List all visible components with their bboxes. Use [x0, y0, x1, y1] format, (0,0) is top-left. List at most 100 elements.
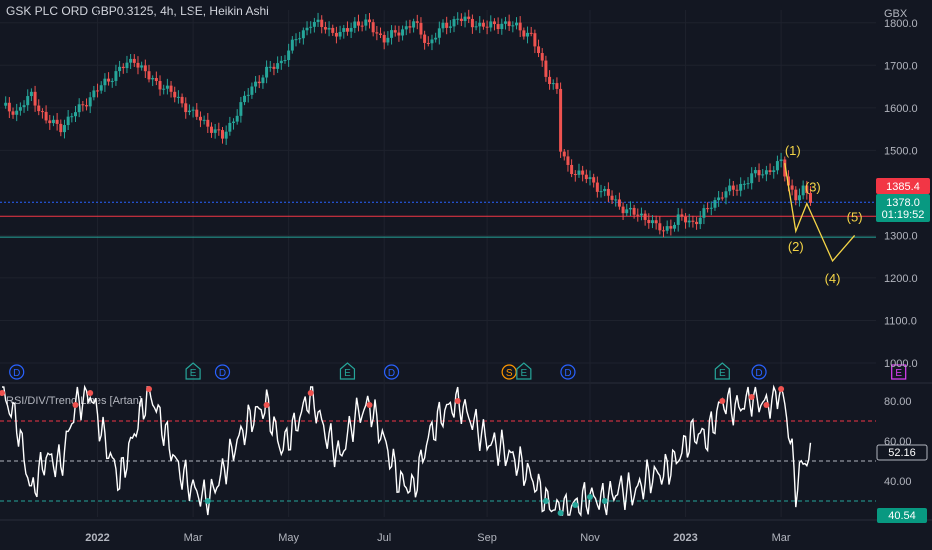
candle-body — [382, 34, 386, 43]
time-axis[interactable]: 2022 Mar May Jul Sep Nov 2023 Mar — [85, 532, 791, 544]
time-tick-label: May — [278, 532, 299, 544]
candle-body — [375, 32, 379, 34]
candle-body — [250, 86, 254, 95]
current-price-label: 1378.0 — [886, 197, 920, 209]
wave-label: (3) — [805, 180, 821, 195]
candle-body — [110, 80, 114, 82]
candle-body — [22, 105, 26, 108]
candle-body — [272, 66, 276, 69]
candle-body — [537, 46, 541, 54]
split-marker — [501, 364, 517, 380]
candle-body — [254, 81, 258, 87]
candle-body — [29, 91, 33, 97]
candle-body — [709, 207, 713, 209]
candle-body — [184, 103, 188, 113]
candle-body — [309, 26, 313, 28]
candle-body — [198, 116, 202, 121]
candle-body — [294, 39, 298, 41]
bearish-divergence-dot — [763, 402, 770, 408]
candle-body — [44, 111, 48, 121]
rsi-value-label: 52.16 — [888, 447, 916, 459]
rsi-tick-label: 80.00 — [884, 396, 912, 408]
candle-body — [334, 32, 338, 37]
candle-body — [103, 78, 107, 86]
candle-body — [628, 207, 632, 210]
candle-body — [290, 39, 294, 51]
candle-body — [88, 97, 92, 107]
candle-body — [312, 21, 316, 27]
rsi-line — [1, 384, 812, 517]
candle-body — [617, 199, 621, 207]
candle-body — [452, 19, 456, 27]
candle-body — [492, 21, 496, 25]
candle-body — [478, 22, 482, 27]
candle-body — [555, 83, 559, 89]
candle-body — [154, 78, 158, 82]
candle-body — [507, 21, 511, 26]
candle-body — [665, 226, 669, 231]
horizontal-lines[interactable] — [0, 201, 876, 238]
rsi-signal-tag — [877, 508, 927, 523]
candle-body — [680, 214, 684, 217]
candle-body — [162, 88, 166, 90]
candle-body — [779, 159, 783, 162]
candle-body — [724, 191, 728, 198]
candle-body — [639, 213, 643, 216]
candle-body — [768, 170, 772, 172]
candle-body — [731, 185, 735, 190]
dividend-marker — [560, 364, 576, 380]
candle-body — [371, 22, 375, 33]
price-axis[interactable]: 1800.0 1700.0 1600.0 1500.0 1300.0 1200.0 1100… — [876, 18, 930, 523]
candle-body — [228, 122, 232, 132]
candle-body — [706, 208, 710, 210]
time-tick-label: Nov — [580, 532, 600, 544]
candle-body — [379, 33, 383, 35]
candle-body — [522, 30, 526, 37]
candle-body — [323, 27, 327, 30]
candle-body — [176, 96, 180, 98]
candle-body — [99, 85, 103, 91]
candle-body — [577, 170, 581, 175]
candle-body — [11, 111, 15, 115]
bearish-divergence-dot — [307, 390, 314, 396]
rsi-pane — [0, 384, 876, 517]
bearish-divergence-dot — [263, 402, 270, 408]
candle-body — [85, 105, 89, 107]
candle-body — [783, 159, 787, 177]
bullish-divergence-dot — [601, 498, 608, 504]
candle-body — [614, 199, 618, 201]
price-tick-label: 1000.0 — [884, 358, 918, 370]
candle-body — [753, 170, 757, 174]
candle-body — [603, 188, 607, 192]
candle-body — [786, 176, 790, 186]
candle-body — [59, 123, 63, 133]
candle-body — [551, 83, 555, 85]
time-tick-label: Jul — [377, 532, 391, 544]
candle-body — [390, 30, 394, 38]
candle-body — [415, 21, 419, 23]
candle-body — [202, 119, 206, 121]
candle-body — [169, 85, 173, 92]
candle-body — [695, 221, 699, 225]
candle-body — [570, 164, 574, 175]
candle-body — [301, 30, 305, 39]
candle-body — [368, 19, 371, 23]
candle-body — [129, 58, 133, 63]
bearish-divergence-dot — [778, 386, 785, 392]
rsi-value-tag — [876, 444, 928, 461]
dividend-marker — [751, 364, 767, 380]
elliott-wave-projection[interactable]: (1) (2) (3) (4) (5) — [784, 143, 863, 286]
candle-body — [687, 220, 691, 223]
time-tick-label: Mar — [184, 532, 203, 544]
candle-body — [147, 71, 151, 80]
candle-body — [342, 28, 346, 32]
candle-body — [643, 213, 647, 220]
event-marker-label: E — [895, 368, 902, 379]
candle-body — [610, 195, 614, 200]
candle-body — [316, 19, 320, 22]
candle-body — [265, 66, 269, 78]
candle-body — [801, 185, 805, 196]
candle-body — [485, 26, 489, 28]
